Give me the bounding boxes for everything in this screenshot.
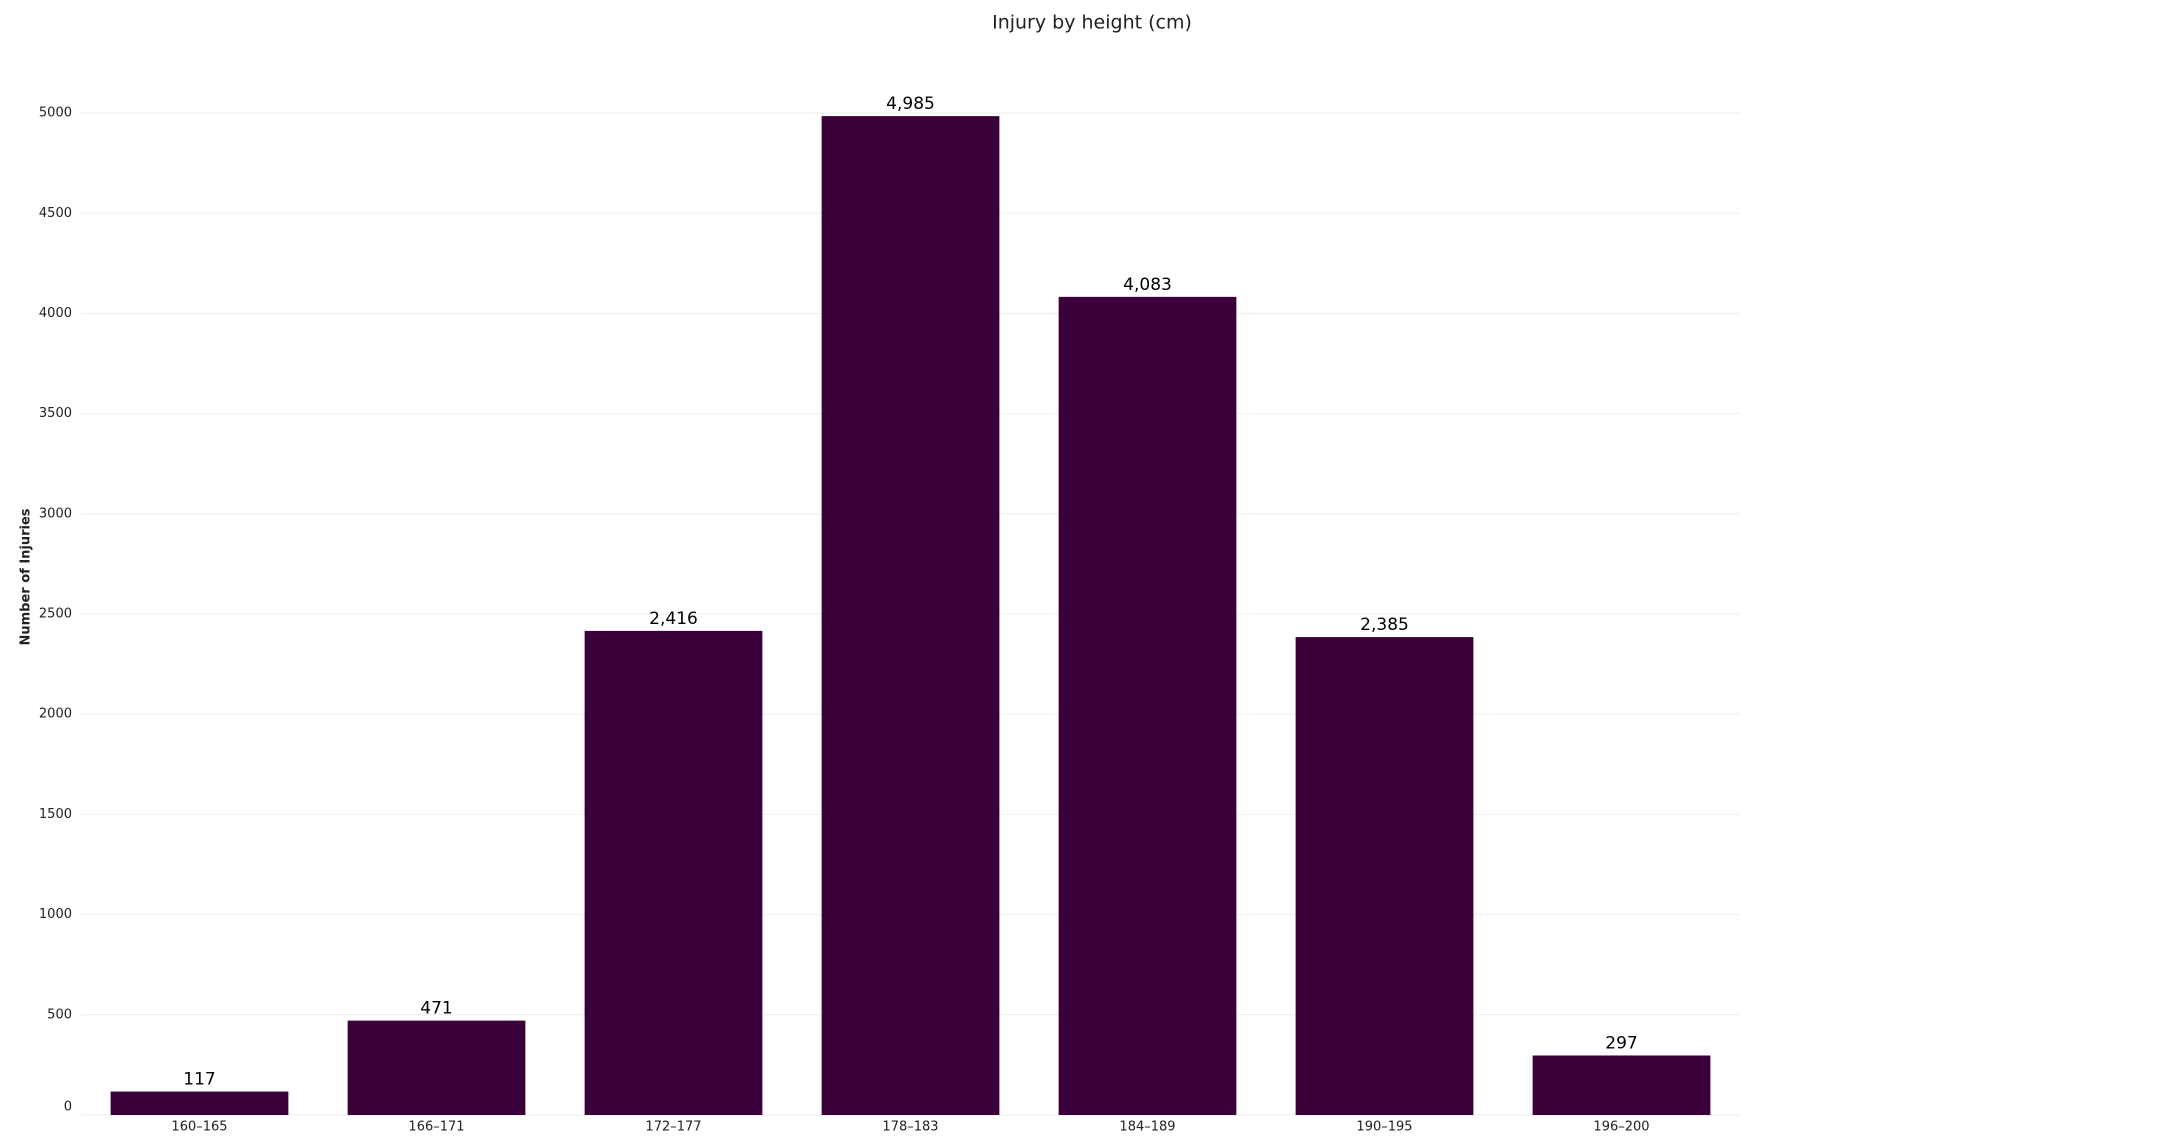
value-label: 4,985 [886, 94, 935, 114]
y-tick-label: 500 [47, 1007, 72, 1022]
bar [110, 1091, 289, 1115]
y-tick-label: 3500 [39, 406, 72, 421]
bar [584, 630, 763, 1115]
y-tick-label: 3000 [39, 506, 72, 521]
bar [1295, 637, 1474, 1115]
y-tick-label: 5000 [39, 106, 72, 121]
value-label: 2,385 [1360, 615, 1409, 635]
bar [821, 116, 1000, 1115]
x-tick-label: 166–171 [408, 1120, 464, 1135]
value-label: 2,416 [649, 609, 698, 629]
bar [1532, 1055, 1711, 1115]
y-tick-label: 1000 [39, 907, 72, 922]
x-tick-label: 160–165 [171, 1120, 227, 1135]
y-tick-label: 1500 [39, 807, 72, 822]
value-label: 471 [420, 999, 452, 1019]
bar [347, 1020, 526, 1115]
y-tick-label: 4000 [39, 306, 72, 321]
x-tick-label: 184–189 [1119, 1120, 1175, 1135]
y-tick-label: 2000 [39, 707, 72, 722]
bar [1058, 296, 1237, 1115]
value-label: 4,083 [1123, 275, 1172, 295]
value-label: 117 [183, 1070, 215, 1090]
x-tick-label: 178–183 [882, 1120, 938, 1135]
y-tick-label: 0 [64, 1100, 72, 1115]
value-label: 297 [1605, 1033, 1637, 1053]
x-tick-label: 190–195 [1356, 1120, 1412, 1135]
x-tick-label: 172–177 [645, 1120, 701, 1135]
y-tick-label: 2500 [39, 607, 72, 622]
y-tick-label: 4500 [39, 206, 72, 221]
x-tick-label: 196–200 [1593, 1120, 1649, 1135]
chart-title: Injury by height (cm) [992, 12, 1192, 34]
y-axis-title: Number of Injuries [19, 508, 34, 645]
